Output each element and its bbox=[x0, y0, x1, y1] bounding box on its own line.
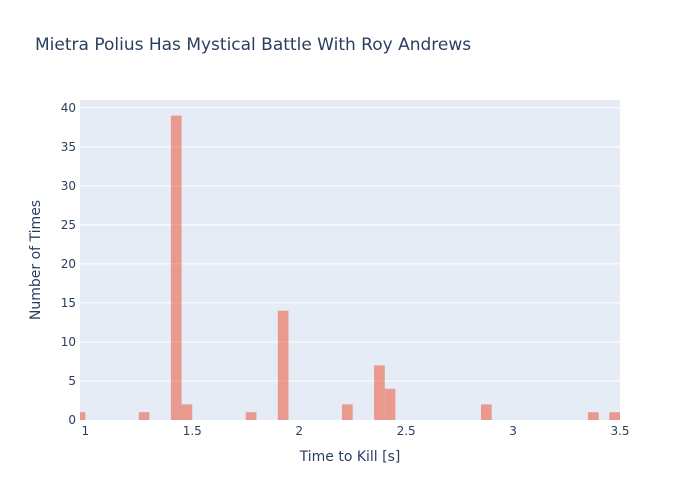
y-tick-label: 5 bbox=[68, 374, 76, 388]
histogram-bar bbox=[384, 388, 396, 420]
bars bbox=[80, 115, 620, 421]
y-tick-label: 0 bbox=[68, 413, 76, 427]
y-tick-label: 35 bbox=[61, 140, 76, 154]
histogram-bar bbox=[245, 412, 257, 420]
histogram-bar bbox=[374, 365, 385, 420]
x-tick-label: 2.5 bbox=[397, 424, 416, 438]
y-axis-ticks: 0 5 10 15 20 25 30 35 40 bbox=[61, 101, 76, 427]
x-tick-label: 3.5 bbox=[610, 424, 629, 438]
x-tick-label: 1 bbox=[82, 424, 90, 438]
y-tick-label: 10 bbox=[61, 335, 76, 349]
y-tick-label: 30 bbox=[61, 179, 76, 193]
histogram-bar bbox=[480, 404, 492, 420]
histogram-bar bbox=[181, 404, 193, 420]
y-tick-label: 20 bbox=[61, 257, 76, 271]
histogram-bar bbox=[170, 115, 182, 421]
histogram-bar bbox=[341, 404, 353, 420]
x-tick-label: 1.5 bbox=[183, 424, 202, 438]
histogram-bar bbox=[138, 412, 150, 420]
histogram-bar bbox=[80, 412, 86, 420]
chart-title: Mietra Polius Has Mystical Battle With R… bbox=[35, 35, 471, 55]
y-tick-label: 15 bbox=[61, 296, 76, 310]
histogram-bar bbox=[277, 310, 289, 420]
histogram-bar bbox=[609, 412, 620, 420]
x-axis-ticks: 1 1.5 2 2.5 3 3.5 bbox=[82, 424, 630, 438]
histogram-bar bbox=[587, 412, 599, 420]
x-axis-label: Time to Kill [s] bbox=[299, 449, 401, 465]
y-axis-label: Number of Times bbox=[28, 200, 44, 320]
x-tick-label: 2 bbox=[295, 424, 303, 438]
plot-area bbox=[80, 100, 620, 420]
x-tick-label: 3 bbox=[509, 424, 517, 438]
y-tick-label: 25 bbox=[61, 218, 76, 232]
y-tick-label: 40 bbox=[61, 101, 76, 115]
gridlines bbox=[80, 107, 620, 382]
